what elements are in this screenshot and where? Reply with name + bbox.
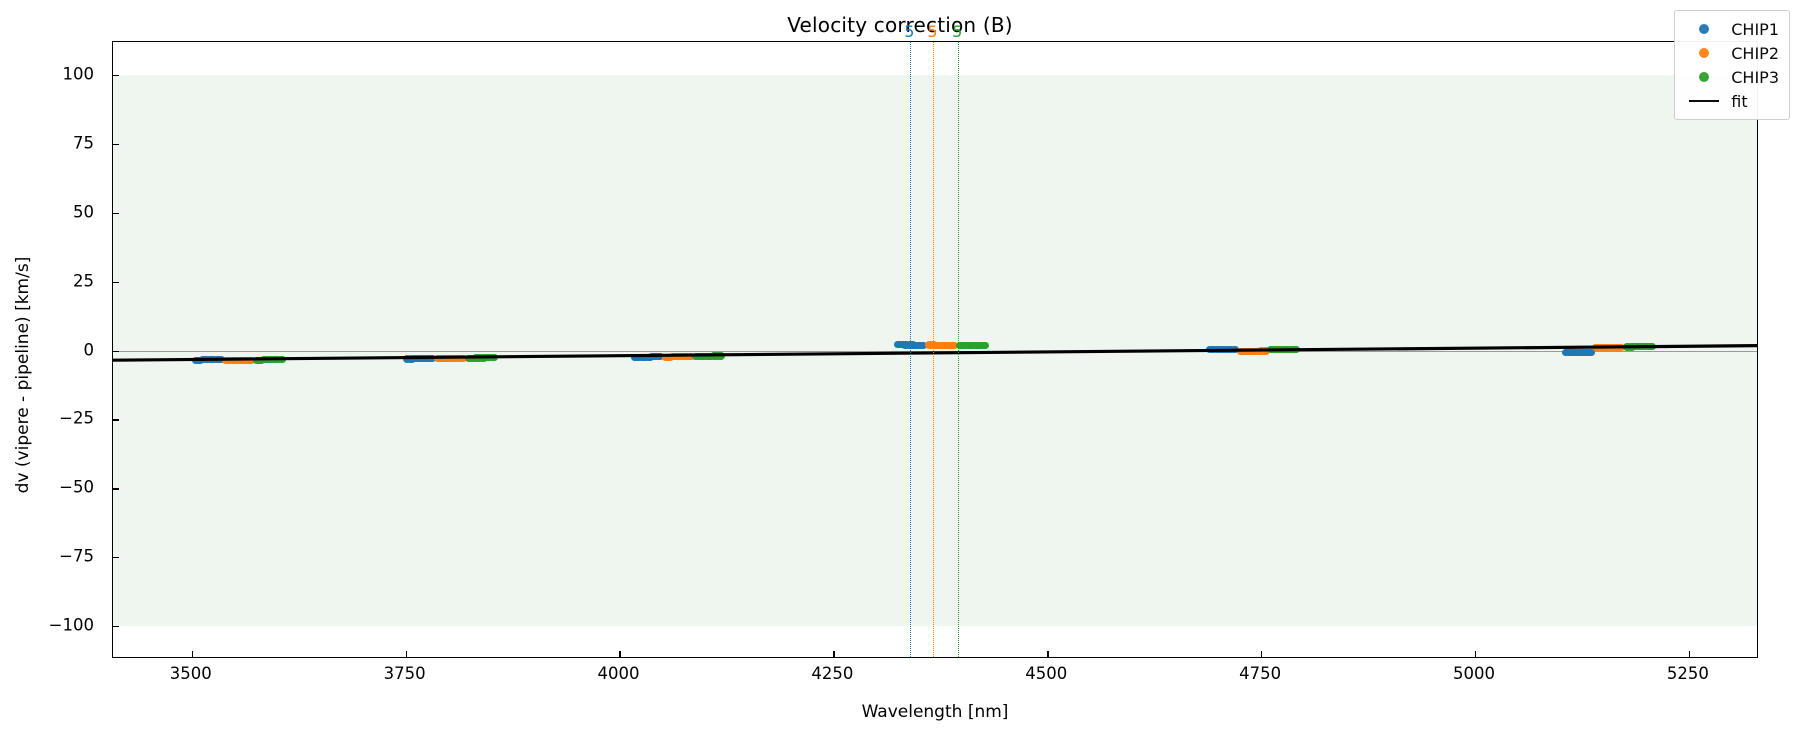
y-tick-mark [113, 488, 119, 490]
legend-item-chip3[interactable]: CHIP3 [1683, 65, 1779, 89]
legend-label: fit [1731, 91, 1748, 111]
y-tick-mark [113, 281, 119, 284]
x-tick-mark [405, 651, 407, 657]
vertical-marker-line [910, 42, 912, 657]
y-axis-tick-labels: 100 75 50 25 0 −25 −50 −75 −100 [0, 41, 103, 658]
x-tick-mark [619, 651, 621, 657]
y-tick-mark [113, 419, 119, 421]
vertical-marker-line [933, 42, 935, 657]
y-tick-mark [113, 625, 119, 628]
shaded-band [113, 75, 1757, 626]
fit-line-path [113, 344, 1757, 362]
data-point [1585, 348, 1595, 356]
y-tick-mark [113, 557, 119, 559]
data-point [949, 341, 959, 350]
x-tick-mark [1474, 651, 1477, 657]
y-tick-label: 50 [73, 202, 94, 222]
y-tick-mark [113, 75, 119, 77]
vertical-marker-label: 5 [927, 22, 938, 41]
y-tick-label: 100 [62, 64, 95, 84]
y-tick-label: −25 [59, 408, 94, 428]
y-tick-label: −100 [48, 615, 94, 635]
legend-label: CHIP2 [1731, 43, 1779, 63]
x-axis-tick-labels: 3500 3750 4000 4250 4500 4750 5000 5250 [112, 664, 1758, 692]
y-tick-label: 75 [73, 133, 94, 153]
legend[interactable]: CHIP1 CHIP2 CHIP3 fit [1674, 10, 1790, 120]
y-tick-label: 0 [83, 340, 95, 359]
x-tick-mark [1688, 651, 1691, 657]
x-tick-mark [1261, 651, 1263, 657]
legend-label: CHIP1 [1731, 19, 1779, 39]
chart-title: Velocity correction (B) [787, 13, 1013, 37]
fit-line [113, 344, 1757, 362]
y-tick-mark [113, 212, 119, 215]
data-point [979, 342, 989, 350]
vertical-marker-label: 5 [904, 22, 915, 41]
legend-label: CHIP3 [1731, 67, 1779, 87]
y-tick-label: 25 [73, 271, 94, 291]
x-tick-label: 5000 [1452, 664, 1495, 683]
vertical-marker-line [958, 42, 960, 657]
x-tick-label: 3500 [169, 664, 212, 683]
x-tick-label: 5250 [1666, 664, 1709, 683]
zero-reference-line [113, 350, 1757, 352]
y-tick-label: −50 [59, 477, 94, 497]
y-tick-label: −75 [59, 546, 94, 566]
legend-dot-icon [1699, 24, 1710, 34]
legend-item-chip1[interactable]: CHIP1 [1683, 17, 1779, 41]
legend-item-chip2[interactable]: CHIP2 [1683, 41, 1779, 65]
x-tick-label: 4750 [1239, 664, 1282, 683]
x-tick-mark [833, 651, 835, 657]
x-tick-label: 4250 [811, 664, 854, 683]
x-tick-label: 3750 [383, 664, 426, 683]
x-tick-mark [1047, 651, 1049, 657]
x-tick-label: 4000 [597, 664, 640, 683]
legend-dot-icon [1699, 48, 1710, 58]
plot-area [112, 41, 1758, 658]
y-tick-mark [113, 350, 119, 352]
legend-item-fit[interactable]: fit [1683, 89, 1779, 113]
x-tick-label: 4500 [1025, 664, 1068, 683]
legend-line-icon [1689, 99, 1720, 103]
legend-dot-icon [1699, 72, 1710, 82]
x-tick-mark [191, 651, 194, 657]
vertical-marker-label: 5 [952, 22, 963, 41]
data-point [918, 341, 928, 349]
y-tick-mark [113, 143, 119, 146]
x-axis-label: Wavelength [nm] [861, 702, 1009, 722]
